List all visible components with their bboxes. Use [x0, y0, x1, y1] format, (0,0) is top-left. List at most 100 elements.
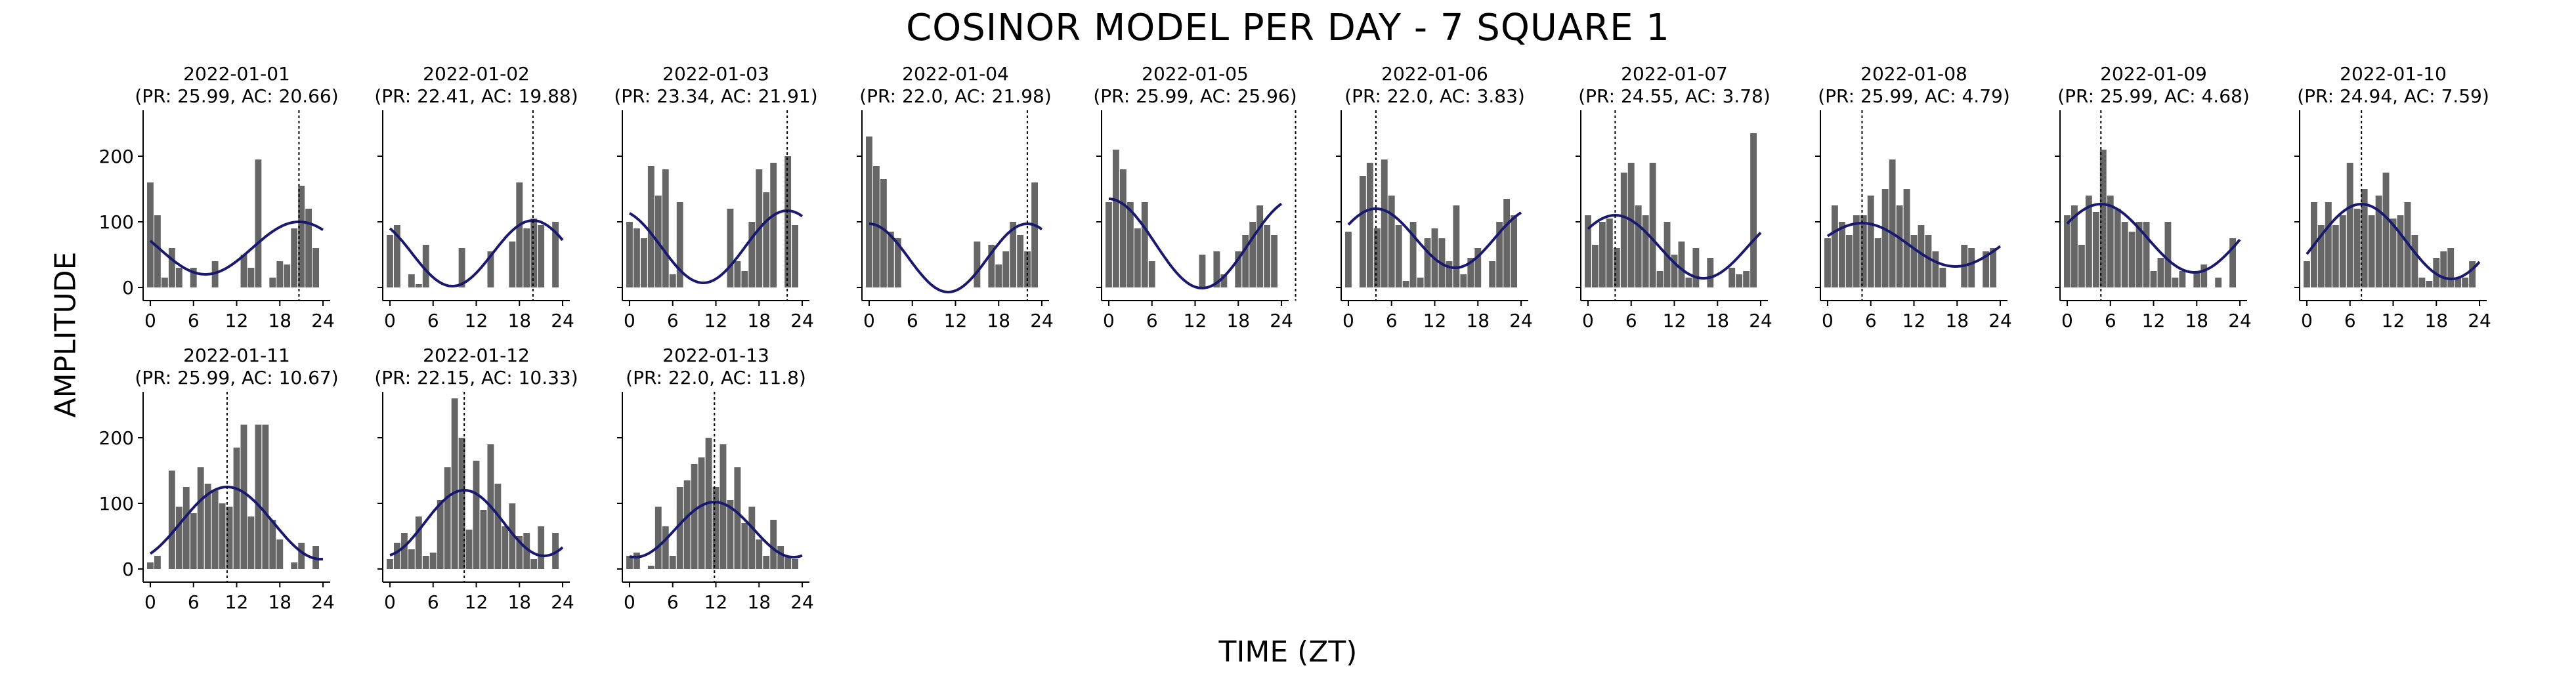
subplot-2022-01-08: 2022-01-08(PR: 25.99, AC: 4.79) 0 6 12 18 24 — [1815, 63, 2012, 331]
subplot-title: 2022-01-06 — [1381, 63, 1488, 85]
bar — [269, 520, 276, 569]
cosinor-fit-line — [149, 486, 324, 560]
subplot-subtitle: (PR: 22.15, AC: 10.33) — [374, 367, 578, 389]
bar — [2099, 150, 2107, 287]
bar — [2382, 173, 2390, 287]
bar — [487, 251, 494, 287]
bar — [1271, 235, 1278, 287]
x-tick-label: 18 — [507, 310, 531, 331]
bar — [880, 179, 887, 287]
x-tick-label: 18 — [1226, 310, 1250, 331]
bar — [2469, 261, 2476, 287]
bar — [552, 533, 559, 569]
x-tick-label: 18 — [507, 591, 531, 613]
subplot-subtitle: (PR: 22.0, AC: 11.8) — [626, 367, 806, 389]
bar — [1635, 205, 1642, 287]
x-tick-label: 6 — [188, 591, 200, 613]
x-tick-label: 6 — [188, 310, 200, 331]
subplot-subtitle: (PR: 23.34, AC: 21.91) — [614, 85, 817, 107]
bar — [2172, 278, 2179, 287]
bar — [2411, 235, 2418, 287]
bar — [1345, 232, 1352, 287]
bar — [866, 137, 872, 287]
subplot-2022-01-06: 2022-01-06(PR: 22.0, AC: 3.83) 0 6 12 18 24 — [1336, 63, 1533, 331]
x-tick-label: 0 — [624, 310, 635, 331]
y-tick-label: 200 — [99, 427, 134, 449]
y-tick-label: 200 — [99, 146, 134, 167]
subplot-2022-01-03: 2022-01-03(PR: 23.34, AC: 21.91) 0 6 12 18 24 — [614, 63, 817, 331]
subplot-title: 2022-01-04 — [902, 63, 1009, 85]
bar — [147, 182, 154, 287]
bar — [2136, 222, 2143, 287]
bar — [204, 484, 211, 569]
bar — [538, 526, 545, 569]
x-tick-label: 24 — [790, 591, 814, 613]
bar — [509, 242, 516, 287]
subplot-subtitle: (PR: 25.99, AC: 25.96) — [1093, 85, 1297, 107]
x-tick-label: 18 — [268, 310, 291, 331]
bar — [1990, 248, 1997, 287]
bar — [1736, 274, 1743, 287]
bar — [988, 245, 995, 287]
bar — [422, 556, 429, 569]
bar — [523, 533, 530, 569]
x-tick-label: 24 — [551, 310, 574, 331]
bar — [2304, 261, 2310, 287]
bar — [523, 228, 530, 287]
bar — [2353, 209, 2361, 287]
bar — [1968, 248, 1975, 287]
bar — [262, 425, 269, 569]
bar — [727, 500, 734, 569]
bar — [748, 222, 756, 287]
y-tick-label: 0 — [122, 558, 134, 580]
bar — [1613, 248, 1620, 287]
x-tick-label: 0 — [144, 310, 156, 331]
bar — [255, 425, 262, 569]
bar — [2128, 232, 2136, 287]
bar — [698, 457, 705, 569]
bar — [1489, 261, 1496, 287]
bar — [2064, 215, 2071, 287]
bar — [770, 163, 777, 287]
bar — [429, 553, 437, 569]
bar — [1359, 176, 1366, 287]
bar — [1750, 133, 1757, 287]
bar — [2455, 278, 2462, 287]
bar — [2229, 238, 2237, 287]
x-tick-label: 24 — [551, 591, 574, 613]
bar — [168, 248, 175, 287]
bar — [1373, 228, 1381, 287]
bar — [1585, 215, 1591, 287]
bar — [1141, 202, 1148, 287]
bar — [1503, 199, 1511, 287]
bar — [1620, 173, 1627, 287]
bar — [552, 222, 559, 287]
bar — [298, 543, 305, 569]
bar — [792, 559, 799, 569]
bar — [393, 225, 400, 287]
bar — [2346, 163, 2353, 287]
bar — [1845, 235, 1853, 287]
x-tick-label: 24 — [2228, 310, 2252, 331]
bar — [1424, 238, 1431, 287]
bar — [2447, 248, 2455, 287]
bar — [1918, 225, 1925, 287]
bar — [647, 566, 655, 569]
bar — [1002, 251, 1010, 287]
bar — [1220, 274, 1228, 287]
bar — [415, 516, 422, 569]
subplot-subtitle: (PR: 22.41, AC: 19.88) — [374, 85, 578, 107]
bar — [400, 533, 408, 569]
x-tick-label: 12 — [1423, 310, 1447, 331]
bar — [2164, 222, 2172, 287]
x-tick-label: 6 — [907, 310, 918, 331]
bar — [626, 556, 633, 569]
bar — [1685, 278, 1692, 287]
bar — [211, 490, 219, 569]
bar — [175, 268, 182, 287]
x-tick-label: 24 — [2468, 310, 2491, 331]
bar — [1474, 248, 1482, 287]
x-tick-label: 24 — [790, 310, 814, 331]
bar — [291, 228, 298, 287]
bar — [1199, 255, 1206, 287]
